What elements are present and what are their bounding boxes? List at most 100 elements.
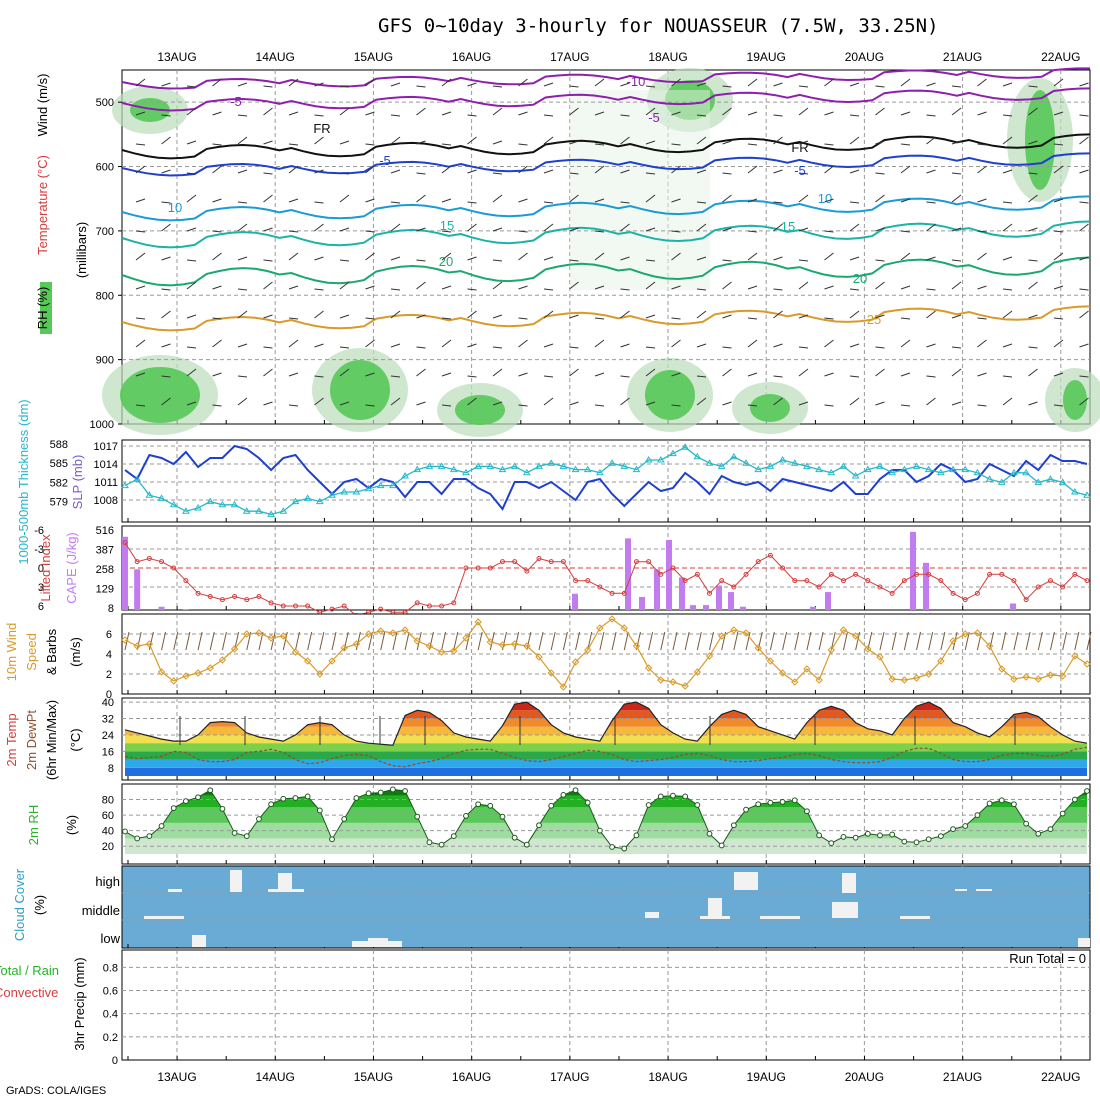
wind-speed-marker bbox=[437, 648, 446, 656]
wind-barb bbox=[212, 111, 222, 116]
wind-barb bbox=[314, 310, 324, 319]
thickness-marker bbox=[790, 459, 799, 466]
cloud-bar bbox=[230, 870, 242, 892]
li-marker bbox=[694, 571, 700, 577]
wind-barb bbox=[135, 285, 146, 290]
wind-barb bbox=[1028, 85, 1038, 88]
rh-marker bbox=[706, 830, 713, 837]
wind-speed-marker bbox=[827, 646, 835, 654]
cape-bar bbox=[1010, 603, 1016, 610]
wind-barb bbox=[416, 140, 426, 145]
wind-barb bbox=[416, 107, 426, 116]
wind-barb bbox=[339, 281, 350, 290]
li-marker bbox=[731, 584, 737, 590]
thickness-marker bbox=[669, 449, 677, 457]
wind-barb bbox=[900, 198, 911, 203]
wind-barb bbox=[339, 227, 350, 232]
li-marker bbox=[524, 568, 530, 574]
li-marker bbox=[1072, 571, 1078, 577]
wind-barb bbox=[518, 285, 528, 290]
wind-barb bbox=[212, 339, 222, 348]
wind-barb bbox=[1079, 114, 1089, 117]
thickness-marker bbox=[303, 494, 312, 501]
wind-barb bbox=[977, 317, 987, 320]
wind-barb bbox=[365, 252, 375, 261]
rh-marker bbox=[1084, 788, 1090, 794]
wind-barb bbox=[186, 259, 197, 262]
wind-barb bbox=[492, 259, 503, 262]
slp-thickness-panel bbox=[121, 439, 1091, 523]
wind-barb bbox=[135, 230, 146, 233]
wind-barb bbox=[798, 107, 809, 116]
wind-barb bbox=[824, 339, 834, 348]
li-marker bbox=[219, 597, 225, 603]
thickness-marker bbox=[559, 462, 568, 469]
wind-barb bbox=[1002, 397, 1013, 406]
thickness-marker bbox=[1070, 488, 1079, 495]
thickness-marker bbox=[815, 465, 823, 473]
wind-speed-marker bbox=[352, 640, 361, 648]
wind-barb-10m bbox=[416, 631, 422, 651]
rh-shade-inner bbox=[645, 370, 695, 420]
wind-barb bbox=[645, 107, 656, 116]
wind-barb bbox=[951, 401, 962, 406]
wind-barb bbox=[798, 140, 809, 145]
wind-speed-marker bbox=[523, 642, 531, 650]
wind-barb bbox=[441, 252, 452, 261]
wind-barb bbox=[1002, 343, 1013, 348]
wind-speed-marker bbox=[328, 657, 336, 665]
li-marker bbox=[853, 571, 859, 577]
thickness-tick: 582 bbox=[50, 477, 68, 489]
rh-marker bbox=[292, 795, 299, 801]
y-tick-label: 900 bbox=[96, 355, 114, 367]
wind-barb bbox=[416, 172, 426, 175]
wind-barb-10m bbox=[1074, 631, 1080, 651]
wind-barb-10m bbox=[465, 631, 471, 651]
wind-barb bbox=[773, 82, 783, 87]
date-label-bottom: 21AUG bbox=[943, 1070, 982, 1084]
wind-barb bbox=[620, 82, 630, 87]
wind-barb bbox=[467, 136, 477, 145]
wind-barb bbox=[365, 317, 375, 320]
wind-barb bbox=[161, 223, 171, 232]
wind-barb bbox=[1028, 172, 1038, 175]
wind-barb bbox=[1002, 169, 1013, 174]
wind-barb bbox=[1053, 111, 1064, 116]
wind-speed-marker bbox=[340, 644, 348, 652]
cloud-bar bbox=[192, 935, 206, 947]
wind-barb bbox=[773, 223, 783, 232]
wind-barb bbox=[467, 310, 477, 319]
wind-barb bbox=[900, 111, 911, 116]
wind-barb bbox=[824, 111, 834, 116]
wind-speed-marker bbox=[973, 629, 982, 637]
wind-barb bbox=[1002, 114, 1013, 117]
wind-speed-marker bbox=[170, 677, 178, 685]
wind-speed-marker bbox=[462, 634, 470, 642]
li-marker bbox=[122, 540, 128, 546]
wind-barb bbox=[1028, 401, 1038, 406]
wind-barb-10m bbox=[879, 631, 885, 651]
date-label-bottom: 16AUG bbox=[452, 1070, 491, 1084]
wind-barb bbox=[798, 281, 809, 290]
wind-barb bbox=[212, 317, 222, 320]
wind-barb bbox=[798, 314, 809, 319]
li-marker bbox=[877, 584, 883, 590]
wind-barb bbox=[263, 172, 273, 175]
rh-marker bbox=[767, 799, 774, 806]
wind-speed-marker bbox=[888, 675, 896, 683]
thickness-marker bbox=[1058, 478, 1067, 485]
thickness-marker bbox=[352, 488, 361, 495]
wind-barb-10m bbox=[842, 631, 848, 651]
wind-barb bbox=[798, 172, 809, 175]
wind-barb-10m bbox=[1025, 631, 1031, 651]
wind-barb bbox=[314, 201, 324, 204]
wind-barb bbox=[543, 343, 554, 348]
wind-barb bbox=[875, 314, 885, 319]
wind-barb bbox=[441, 285, 452, 290]
wind-barb bbox=[518, 404, 528, 407]
wind-barb bbox=[390, 256, 401, 261]
wind-barb bbox=[875, 107, 885, 116]
wind-barb bbox=[1028, 194, 1038, 203]
li-marker bbox=[1035, 584, 1041, 590]
wind-barb bbox=[773, 114, 783, 117]
